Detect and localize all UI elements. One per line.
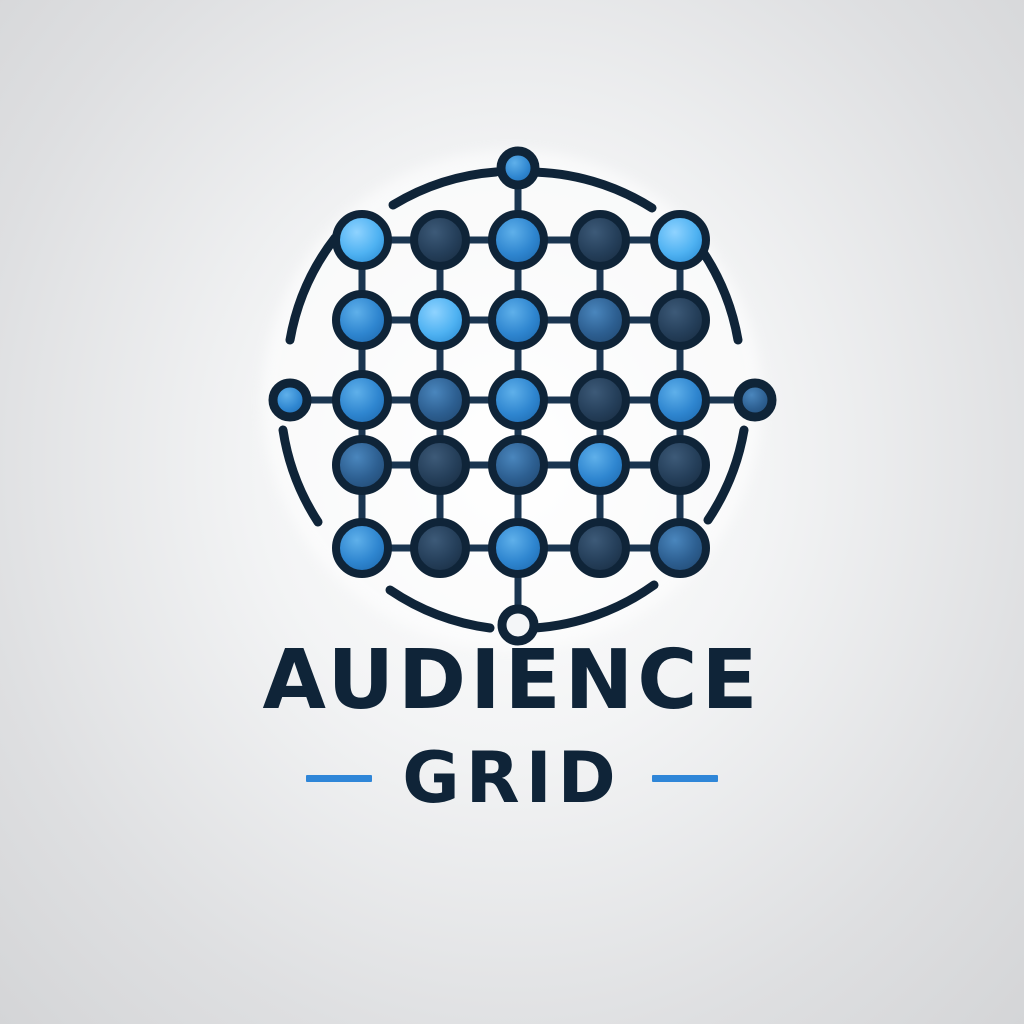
satellite-node-top [496, 146, 540, 190]
grid-node [570, 435, 630, 495]
grid-node [650, 518, 710, 578]
accent-dash-right [651, 774, 718, 782]
brand-name-line2-row: GRID [0, 738, 1024, 818]
grid-node [650, 435, 710, 495]
grid-node [410, 370, 470, 430]
satellite-node-bottom [497, 604, 539, 646]
grid-node [332, 518, 392, 578]
grid-nodes [332, 210, 710, 578]
grid-node [332, 370, 392, 430]
brand-name-line1: AUDIENCE [262, 633, 762, 728]
grid-node [570, 210, 630, 270]
grid-node [488, 290, 548, 350]
grid-node [332, 210, 392, 270]
grid-node [410, 210, 470, 270]
grid-node [488, 210, 548, 270]
satellite-nodes [268, 146, 777, 646]
grid-node [410, 518, 470, 578]
grid-node [650, 290, 710, 350]
accent-dash-left [306, 774, 373, 782]
grid-node [570, 370, 630, 430]
grid-node [488, 518, 548, 578]
grid-node [488, 435, 548, 495]
grid-node [570, 518, 630, 578]
grid-node [332, 290, 392, 350]
grid-node [410, 290, 470, 350]
grid-node [488, 370, 548, 430]
grid-node [410, 435, 470, 495]
grid-node [650, 370, 710, 430]
grid-node [570, 290, 630, 350]
grid-node [332, 435, 392, 495]
satellite-node-left [268, 378, 312, 422]
grid-node [650, 210, 710, 270]
brand-name-line2: GRID [402, 737, 622, 819]
satellite-node-right [733, 378, 777, 422]
outer-ring [278, 167, 749, 633]
